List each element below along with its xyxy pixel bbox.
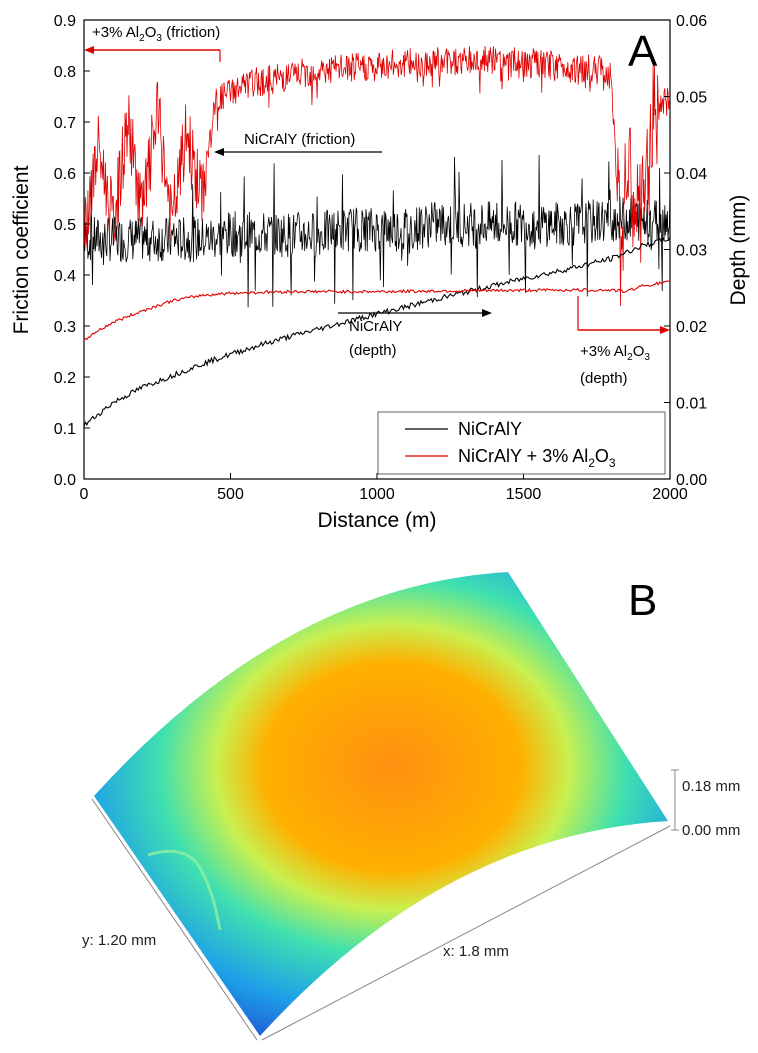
tick-layer: 0 500 1000 1500 2000 0.0 0.1 0.2 0.3 0.4 0.5 0.6 0.7… (54, 13, 707, 503)
y-right-tick-label: 0.01 (676, 396, 707, 413)
y-left-tick-label: 0.4 (54, 268, 76, 285)
annotation-alumina-friction: +3% Al2O3 (friction) (84, 24, 221, 62)
y-left-tick-label: 0.1 (54, 421, 76, 438)
y-left-tick-label: 0.0 (54, 472, 76, 489)
panel-b: B y: 1.20 mm x: 1.8 mm 0.18 mm 0.00 mm (82, 572, 740, 1041)
surface-z-max-label: 0.18 mm (682, 778, 740, 795)
x-tick-label: 500 (217, 486, 244, 503)
surface-map (94, 572, 668, 1036)
y-right-tick-label: 0.06 (676, 13, 707, 30)
surface-x-label: x: 1.8 mm (443, 943, 509, 960)
panel-b-letter: B (628, 576, 657, 625)
y-left-tick-label: 0.7 (54, 115, 76, 132)
svg-text:+3% Al2O3 (friction): +3% Al2O3 (friction) (92, 24, 220, 44)
legend-entry-alumina: NiCrAlY + 3% Al2O3 (458, 446, 616, 470)
y-left-tick-label: 0.2 (54, 370, 76, 387)
series-alumina-friction (84, 45, 670, 307)
x-tick-label: 1500 (506, 486, 542, 503)
y-left-tick-label: 0.8 (54, 64, 76, 81)
x-axis-title: Distance (m) (317, 509, 436, 532)
annotation-alumina-depth: +3% Al2O3 (depth) (577, 296, 670, 387)
plot-frame (83, 19, 671, 480)
panel-a-letter: A (628, 27, 658, 76)
y-axis-left-title: Friction coefficient (10, 165, 33, 334)
x-tick-label: 2000 (652, 486, 688, 503)
x-tick-label: 0 (80, 486, 89, 503)
svg-text:NiCrAlY (friction): NiCrAlY (friction) (244, 131, 355, 148)
legend-box (377, 411, 666, 475)
legend-entry-nicraly: NiCrAlY (458, 419, 522, 439)
y-axis-right-title: Depth (mm) (727, 195, 750, 306)
panel-a: 0 500 1000 1500 2000 0.0 0.1 0.2 0.3 0.4 0.5 0.6 0.7… (10, 13, 750, 532)
y-left-tick-label: 0.3 (54, 319, 76, 336)
surface-scratch (147, 849, 222, 931)
surface-y-label: y: 1.20 mm (82, 932, 156, 949)
y-right-tick-label: 0.03 (676, 243, 707, 260)
svg-text:(depth): (depth) (580, 370, 628, 387)
y-right-tick-label: 0.05 (676, 90, 707, 107)
svg-text:NiCrAlY: NiCrAlY (349, 318, 402, 335)
surface-z-min-label: 0.00 mm (682, 822, 740, 839)
legend: NiCrAlY NiCrAlY + 3% Al2O3 (377, 411, 666, 475)
annotation-nicraly-depth: NiCrAlY (depth) (338, 309, 492, 359)
y-left-tick-label: 0.5 (54, 217, 76, 234)
svg-text:+3% Al2O3: +3% Al2O3 (580, 343, 650, 363)
x-tick-label: 1000 (359, 486, 395, 503)
svg-text:(depth): (depth) (349, 342, 397, 359)
surface-y-axis (91, 798, 258, 1041)
y-right-tick-label: 0.00 (676, 472, 707, 489)
y-left-tick-label: 0.9 (54, 13, 76, 30)
surface-x-axis (261, 825, 671, 1041)
series-alumina-depth (84, 280, 670, 341)
y-right-tick-label: 0.02 (676, 319, 707, 336)
series-nicraly-friction (84, 154, 670, 308)
annotation-nicraly-friction: NiCrAlY (friction) (214, 131, 382, 156)
y-left-tick-label: 0.6 (54, 166, 76, 183)
y-right-tick-label: 0.04 (676, 166, 707, 183)
